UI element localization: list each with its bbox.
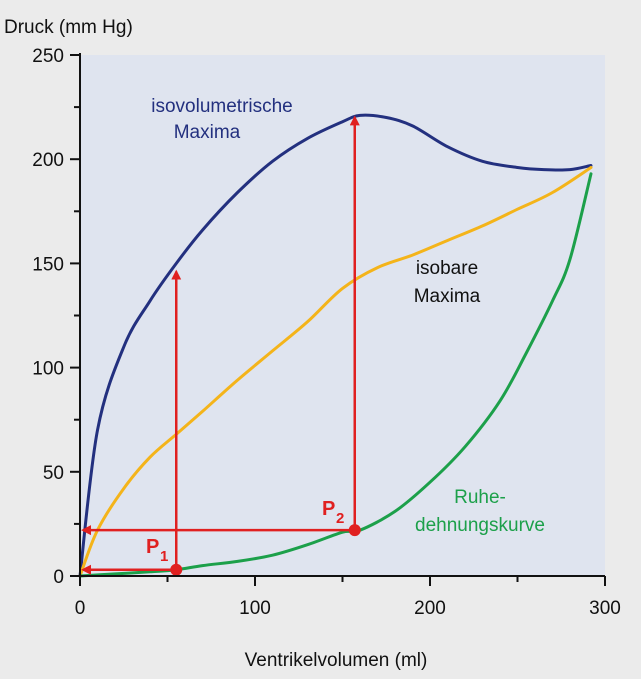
arrows-group — [81, 115, 360, 575]
x-axis-title: Ventrikelvolumen (ml) — [245, 650, 428, 671]
point-p1 — [170, 563, 183, 576]
points-group — [170, 524, 361, 576]
series-line-isobare-maxima — [78, 166, 593, 578]
y-tick-label: 0 — [53, 567, 64, 588]
series-line-isovolumetrische-maxima — [78, 113, 593, 578]
point-p2 — [348, 524, 361, 537]
x-tick-label: 200 — [414, 598, 446, 619]
iso-label-line1: isovolumetrische — [151, 96, 293, 117]
x-tick-label: 300 — [589, 598, 621, 619]
ruhe-label-line2: dehnungskurve — [415, 515, 545, 536]
x-tick-label: 100 — [239, 598, 271, 619]
iso-label-line2: Maxima — [174, 122, 241, 143]
plot-panel — [80, 55, 605, 576]
y-tick-label: 50 — [43, 463, 64, 484]
p2-label: P — [322, 498, 335, 520]
isobar-label-line2: Maxima — [414, 286, 481, 307]
x-tick-label: 0 — [75, 598, 86, 619]
ruhe-label-line1: Ruhe- — [454, 487, 506, 508]
p1-subscript: 1 — [160, 548, 168, 565]
y-tick-label: 250 — [32, 46, 64, 67]
y-tick-label: 100 — [32, 359, 64, 380]
axes-group: 0 50 100 150 200 250 0 100 200 300 — [32, 46, 621, 619]
isobar-label-line1: isobare — [416, 258, 478, 279]
p2-subscript: 2 — [336, 510, 344, 527]
y-tick-label: 200 — [32, 150, 64, 171]
y-axis-title: Druck (mm Hg) — [4, 17, 133, 38]
p1-label: P — [146, 536, 159, 558]
y-tick-label: 150 — [32, 254, 64, 275]
